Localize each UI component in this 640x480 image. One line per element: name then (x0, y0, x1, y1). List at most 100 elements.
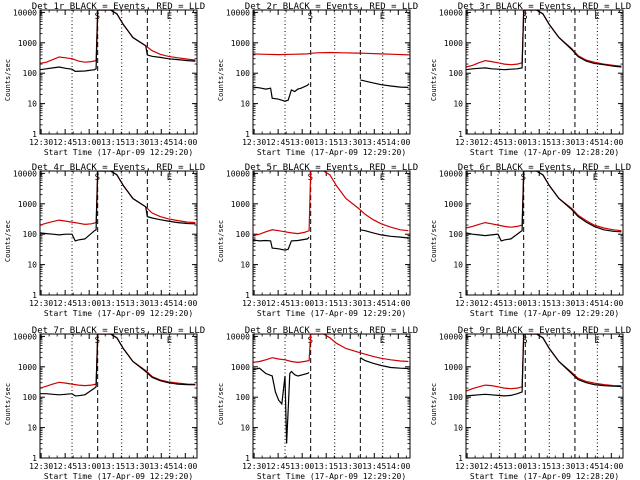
x-tick-label: 12:30 (455, 138, 479, 147)
y-axis-label: Counts/sec (217, 220, 225, 262)
y-tick-label: 100 (236, 69, 251, 78)
x-tick-label: 12:30 (242, 299, 266, 308)
x-tick-label: 13:45 (149, 138, 173, 147)
x-axis-label: Start Time (17-Apr-09 12:29:20) (44, 309, 193, 318)
x-tick-label: 13:45 (362, 462, 386, 471)
x-tick-label: 13:30 (338, 462, 362, 471)
lld-series-line (40, 10, 196, 64)
y-tick-label: 10 (453, 100, 463, 109)
detector-panel-9: Det 9r BLACK = Events, RED = LLD 1 10 100 10… (430, 326, 631, 480)
events-series-line (253, 357, 409, 444)
x-tick-label: 13:30 (125, 138, 149, 147)
y-tick-label: 10000 (439, 332, 463, 341)
panel-title: Det 7r BLACK = Events, RED = LLD (32, 326, 205, 336)
y-tick-label: 1 (458, 130, 463, 139)
lld-series-line (466, 334, 622, 392)
events-series-line (466, 10, 622, 71)
y-tick-label: 10000 (13, 169, 37, 178)
detector-panel-8: Det 8r BLACK = Events, RED = LLD 1 10 100 10… (217, 326, 418, 480)
plot-frame (252, 333, 411, 459)
detector-panel-7: Det 7r BLACK = Events, RED = LLD 1 10 100 10… (4, 326, 205, 480)
event-marker-e: E (380, 173, 385, 183)
y-tick-label: 10000 (13, 8, 37, 17)
y-tick-label: 100 (23, 393, 38, 402)
plot-frame (252, 9, 411, 135)
x-tick-label: 13:00 (77, 138, 101, 147)
x-tick-label: 13:45 (575, 462, 599, 471)
event-marker-e: E (593, 173, 598, 183)
x-tick-label: 13:45 (149, 299, 173, 308)
x-tick-label: 14:00 (173, 138, 197, 147)
y-tick-label: 100 (449, 230, 464, 239)
x-axis-label: Start Time (17-Apr-09 12:29:20) (257, 148, 406, 157)
x-axis-label: Start Time (17-Apr-09 12:28:20) (470, 472, 619, 480)
y-tick-label: 1 (32, 454, 37, 463)
x-tick-label: 13:30 (125, 462, 149, 471)
x-tick-label: 13:30 (125, 299, 149, 308)
panel-title: Det 6r BLACK = Events, RED = LLD (458, 163, 631, 173)
y-tick-label: 1000 (231, 363, 250, 372)
event-marker-e: E (594, 12, 599, 22)
y-tick-label: 10 (453, 424, 463, 433)
events-series-line (40, 334, 196, 397)
y-tick-label: 100 (236, 230, 251, 239)
x-tick-label: 12:30 (455, 462, 479, 471)
x-tick-label: 13:15 (527, 138, 551, 147)
plot-frame (39, 170, 198, 296)
plot-frame (39, 9, 198, 135)
lld-series-line (40, 334, 196, 389)
x-tick-label: 12:30 (242, 462, 266, 471)
x-tick-label: 13:30 (551, 299, 575, 308)
x-tick-label: 12:30 (29, 138, 53, 147)
x-tick-label: 13:30 (551, 462, 575, 471)
y-axis-label: Counts/sec (217, 59, 225, 101)
plot-frame (465, 333, 624, 459)
x-tick-label: 13:15 (314, 138, 338, 147)
x-tick-label: 13:15 (527, 462, 551, 471)
x-axis-label: Start Time (17-Apr-09 12:29:20) (44, 472, 193, 480)
detector-panel-2: Det 2r BLACK = Events, RED = LLD 1 10 100 10… (217, 2, 418, 157)
x-tick-label: 13:45 (575, 138, 599, 147)
x-tick-label: 14:00 (599, 462, 623, 471)
x-tick-label: 12:30 (242, 138, 266, 147)
lld-series-line (466, 10, 622, 68)
event-marker-e: E (167, 173, 172, 183)
x-tick-label: 13:45 (362, 138, 386, 147)
x-tick-label: 12:45 (479, 138, 503, 147)
x-tick-label: 13:00 (77, 299, 101, 308)
event-marker-s: S (308, 12, 313, 22)
event-marker-s: S (522, 12, 527, 22)
detector-panel-5: Det 5r BLACK = Events, RED = LLD 1 10 100 10… (217, 163, 418, 318)
x-tick-label: 14:00 (386, 138, 410, 147)
y-tick-label: 10 (27, 261, 37, 270)
event-marker-e: E (380, 12, 385, 22)
y-tick-label: 10 (240, 424, 250, 433)
x-axis-label: Start Time (17-Apr-09 12:28:20) (470, 148, 619, 157)
x-tick-label: 12:30 (29, 462, 53, 471)
y-tick-label: 1000 (444, 39, 463, 48)
events-series-line (466, 334, 622, 397)
x-axis-label: Start Time (17-Apr-09 12:29:20) (257, 309, 406, 318)
panel-title: Det 2r BLACK = Events, RED = LLD (245, 2, 418, 12)
y-tick-label: 10000 (13, 332, 37, 341)
x-tick-label: 13:00 (503, 138, 527, 147)
x-tick-label: 12:45 (266, 462, 290, 471)
x-tick-label: 13:15 (527, 299, 551, 308)
panel-title: Det 9r BLACK = Events, RED = LLD (458, 326, 631, 336)
y-axis-label: Counts/sec (4, 383, 12, 425)
x-tick-label: 13:00 (77, 462, 101, 471)
x-tick-label: 13:15 (101, 462, 125, 471)
events-series-line (40, 171, 196, 242)
y-tick-label: 1 (245, 130, 250, 139)
y-tick-label: 10000 (439, 169, 463, 178)
y-tick-label: 100 (23, 230, 38, 239)
y-tick-label: 1000 (18, 39, 37, 48)
y-tick-label: 100 (236, 393, 251, 402)
y-axis-label: Counts/sec (4, 59, 12, 101)
y-tick-label: 1000 (231, 200, 250, 209)
panel-title: Det 8r BLACK = Events, RED = LLD (245, 326, 418, 336)
y-tick-label: 100 (449, 69, 464, 78)
detector-panel-3: Det 3r BLACK = Events, RED = LLD 1 10 100 10… (430, 2, 631, 157)
